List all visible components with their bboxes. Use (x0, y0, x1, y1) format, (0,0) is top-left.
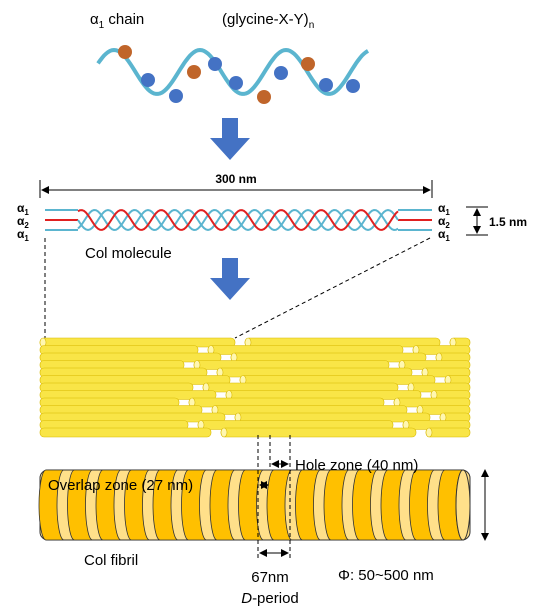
residue (319, 78, 333, 92)
subscript: 2 (445, 221, 450, 230)
subscript: 2 (24, 221, 29, 230)
fibril-segment (124, 469, 150, 541)
arrow-down (210, 258, 250, 300)
symbol: α (17, 227, 25, 241)
fibril-segment (352, 469, 378, 541)
strand-label: α2 (438, 214, 450, 230)
fibril-end (455, 469, 471, 541)
symbol: α (17, 201, 25, 215)
symbol: α (438, 227, 446, 241)
rod (425, 427, 471, 438)
fibril-segment (295, 469, 321, 541)
arrow-down (210, 118, 250, 160)
residue (257, 90, 271, 104)
rod (39, 427, 212, 438)
formula-main: (glycine-X-Y) (222, 11, 309, 28)
fibril-segment (67, 469, 93, 541)
label: chain (104, 11, 144, 28)
symbol: α (438, 201, 446, 215)
formula: (glycine-X-Y)n (222, 11, 314, 31)
fibril-segment (95, 469, 122, 541)
fibril-segment (152, 469, 179, 541)
fibril-segment (380, 469, 407, 541)
strand (77, 208, 399, 232)
residue (208, 57, 222, 71)
helix (45, 208, 432, 232)
strand (77, 208, 399, 232)
rod (220, 427, 417, 438)
residue (274, 66, 288, 80)
fibril-segment (323, 469, 350, 541)
fibril-segment (38, 469, 65, 541)
subscript: 1 (99, 20, 105, 31)
symbol: α (90, 11, 99, 28)
subscript: 1 (445, 208, 450, 217)
period-label: D-period (241, 590, 299, 607)
residue (118, 45, 132, 59)
diameter: Φ: 50~500 nm (338, 567, 434, 584)
residue (301, 57, 315, 71)
residue (187, 65, 201, 79)
fibril-segment (209, 469, 236, 541)
fibril-name: Col fibril (84, 552, 138, 569)
chain-label: α1 chain (90, 11, 144, 31)
strand-label: α1 (17, 227, 29, 243)
strand-label: α2 (17, 214, 29, 230)
fibril-segment (238, 469, 264, 541)
width-label: 1.5 nm (489, 215, 527, 229)
subscript: 1 (445, 234, 450, 243)
hole-zone: Hole zone (40 nm) (295, 457, 418, 474)
length-label: 300 nm (215, 172, 256, 186)
residue (169, 89, 183, 103)
residue (229, 76, 243, 90)
fibril-segment (409, 469, 435, 541)
subscript: 1 (24, 208, 29, 217)
fibril-rods (39, 337, 471, 438)
rod-end (220, 427, 228, 438)
dashed-line (234, 237, 431, 339)
period-italic: D (241, 590, 252, 607)
rod-end (425, 427, 433, 438)
residue (141, 73, 155, 87)
overlap-zone: Overlap zone (27 nm) (48, 477, 193, 494)
period-rest: -period (252, 590, 299, 607)
strand-label: α1 (438, 227, 450, 243)
strand-label: α1 (17, 201, 29, 217)
subscript: 1 (24, 234, 29, 243)
strand-label: α1 (438, 201, 450, 217)
subscript: n (309, 20, 315, 31)
fibril-segment (181, 469, 207, 541)
chain-wave (96, 45, 370, 104)
residue (346, 79, 360, 93)
period: 67nm (251, 569, 289, 586)
fibril-cylinder (38, 469, 471, 541)
symbol: α (17, 214, 25, 228)
symbol: α (438, 214, 446, 228)
molecule-name: Col molecule (85, 245, 172, 262)
strand (77, 209, 399, 231)
